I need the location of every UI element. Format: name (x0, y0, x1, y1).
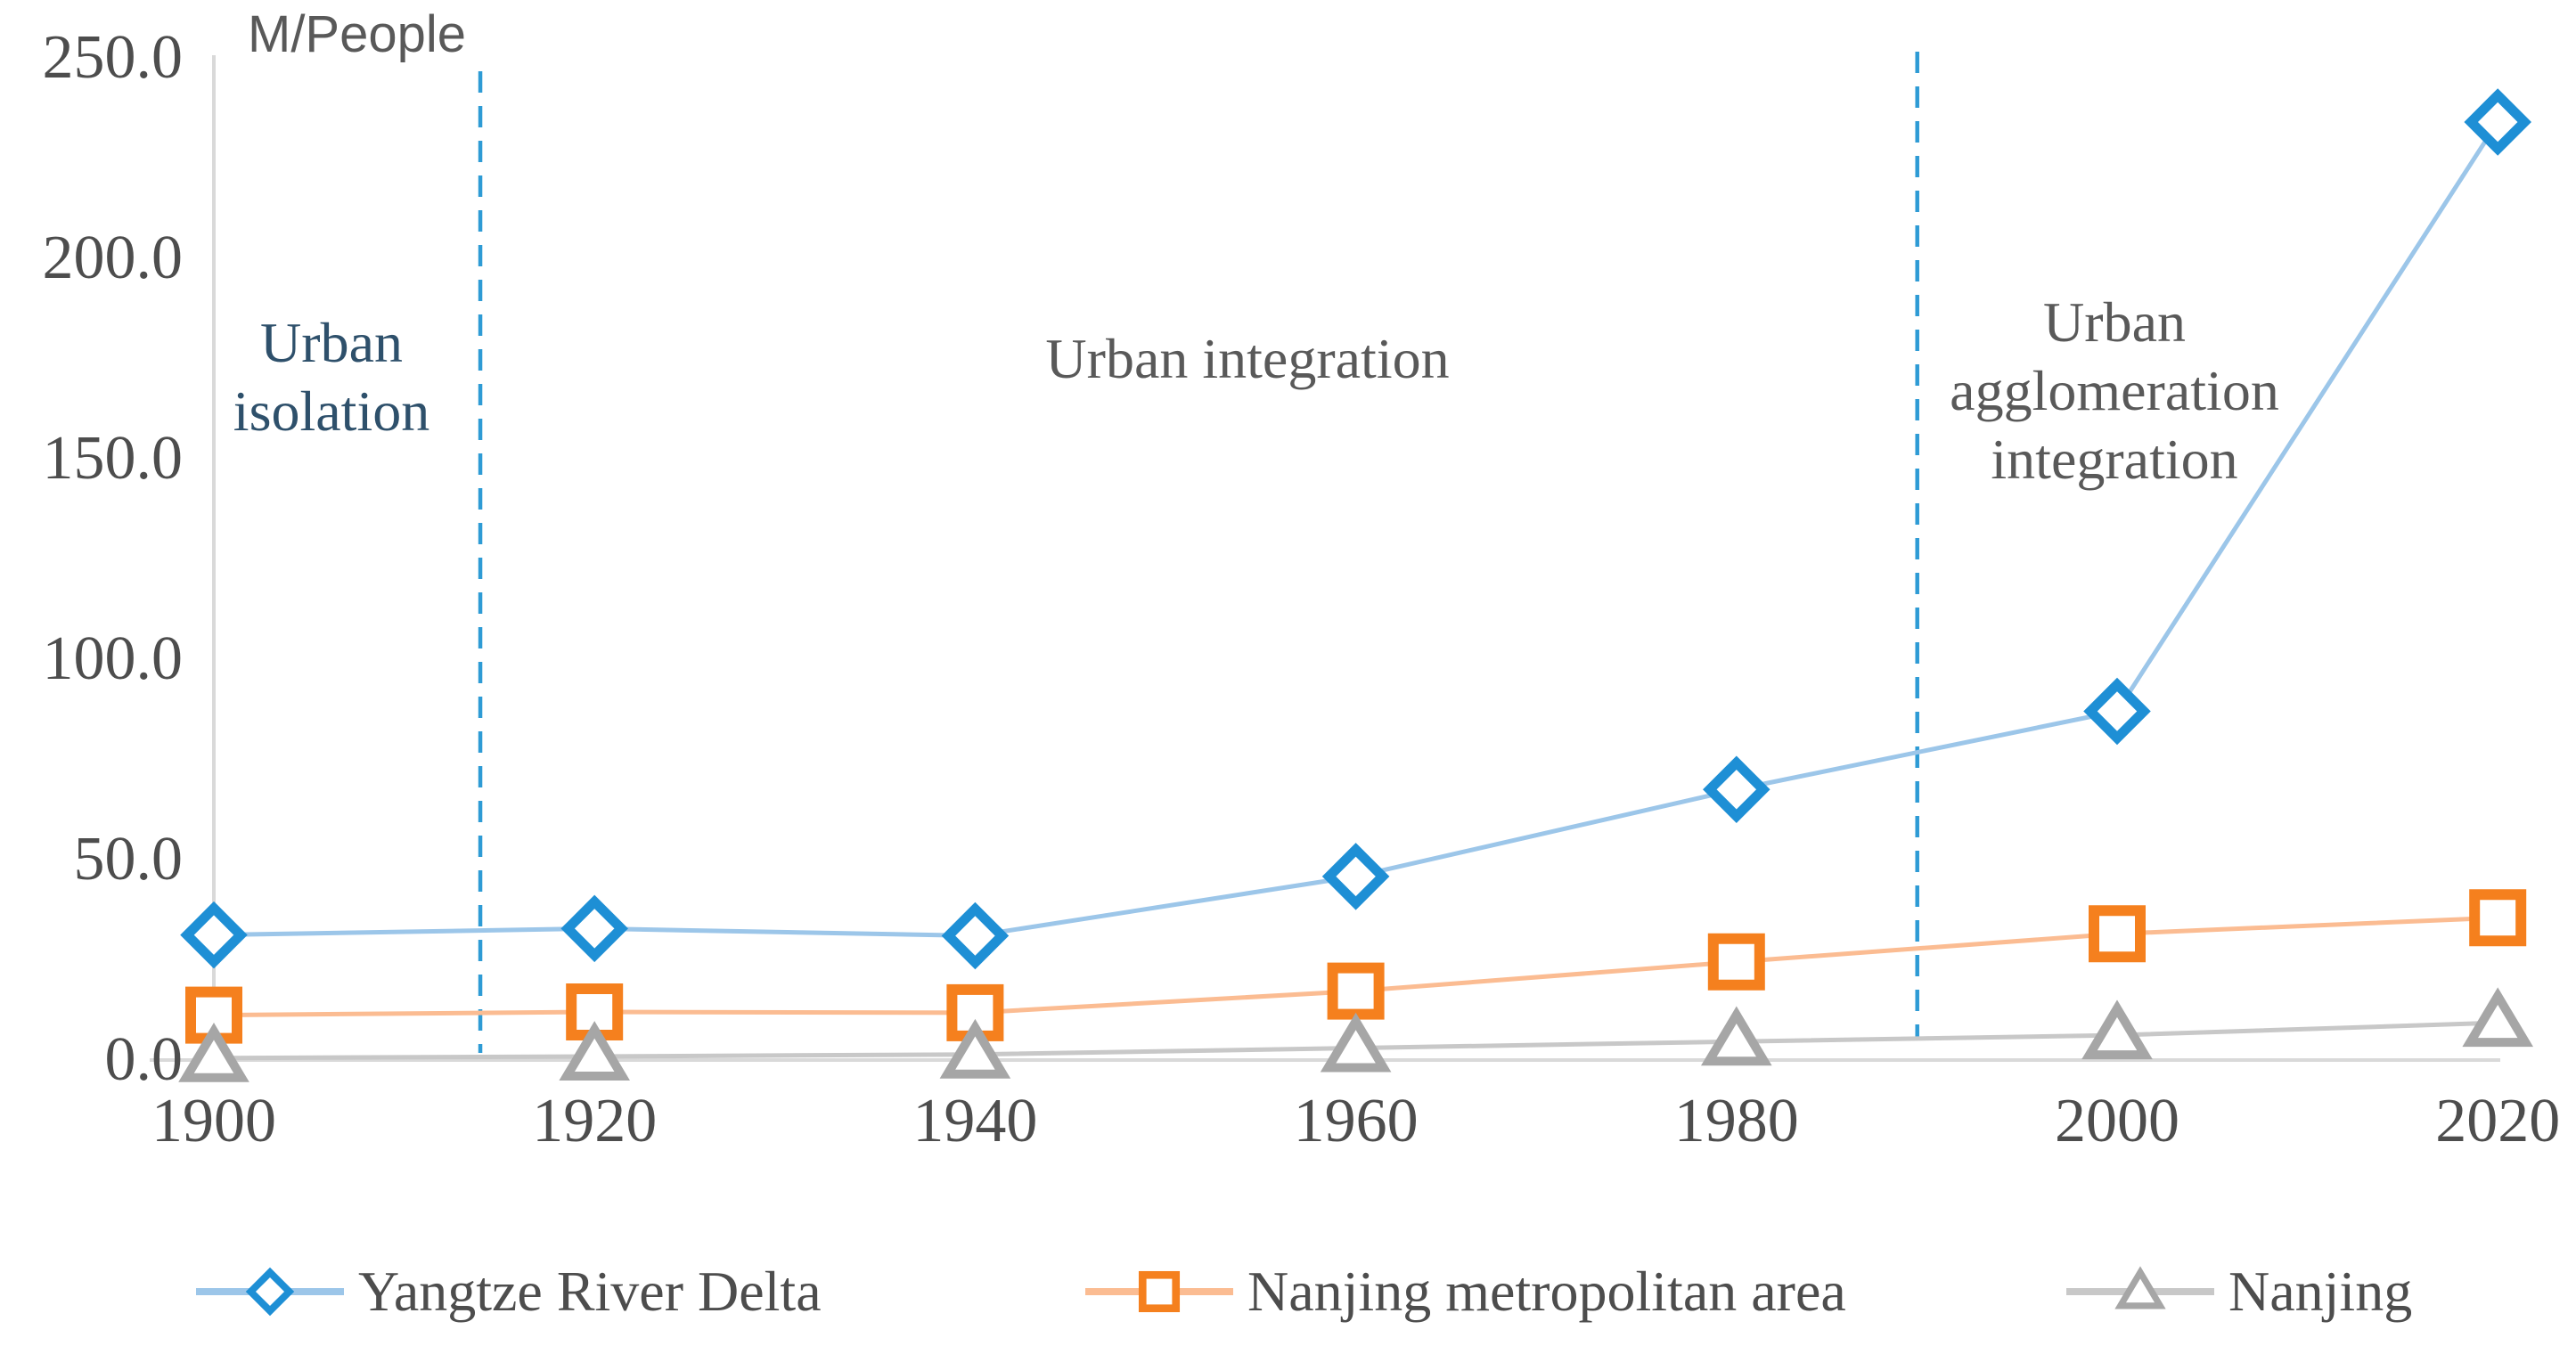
y-axis-tick-label: 200.0 (42, 224, 184, 292)
marker-diamond (245, 1267, 295, 1317)
marker-triangle (1320, 1012, 1392, 1073)
phase-text-line: Urban (260, 311, 403, 374)
legend-label: Nanjing (2228, 1260, 2413, 1323)
legend-item-nanjing-metropolitan-area: Nanjing metropolitan area (1084, 1254, 1846, 1329)
y-axis-tick-label: 250.0 (42, 23, 184, 92)
marker-triangle (559, 1021, 631, 1081)
phase-text-line: agglomeration (1950, 359, 2279, 422)
marker-square (2469, 889, 2527, 947)
marker-square (2089, 905, 2146, 963)
y-axis-tick-label: 100.0 (42, 624, 184, 693)
marker-diamond (560, 894, 628, 963)
axis-unit-label: M/People (248, 5, 467, 63)
marker-square (1707, 933, 1765, 991)
marker-triangle (178, 1022, 249, 1082)
legend-label: Nanjing metropolitan area (1247, 1260, 1846, 1323)
phase-label-urban-integration: Urban integration (891, 324, 1604, 393)
legend-item-nanjing: Nanjing (2065, 1254, 2412, 1329)
x-axis-tick-label: 1900 (151, 1087, 276, 1155)
marker-square (1327, 962, 1385, 1020)
legend-label: Yangtze River Delta (358, 1260, 822, 1323)
y-axis-tick-label: 0.0 (104, 1025, 184, 1094)
series-line-diamond (213, 120, 2500, 939)
phase-text-line: integration (1991, 428, 2238, 491)
marker-diamond (1321, 843, 1390, 910)
marker-triangle (2081, 999, 2153, 1060)
x-axis-tick-label: 1920 (532, 1087, 658, 1155)
legend-marker-triangle-icon (2065, 1256, 2216, 1327)
marker-diamond (180, 901, 248, 969)
x-axis-tick-label: 1960 (1293, 1087, 1419, 1155)
phase-text-line: Urban integration (1045, 327, 1450, 390)
marker-diamond (2464, 88, 2531, 156)
legend-marker-square-icon (1084, 1256, 1235, 1327)
x-axis-tick-label: 2020 (2435, 1087, 2561, 1155)
phase-text-line: Urban (2043, 290, 2186, 354)
y-axis-tick-label: 150.0 (42, 424, 184, 493)
x-axis-tick-label: 1940 (912, 1087, 1038, 1155)
phase-text-line: isolation (233, 379, 430, 443)
marker-triangle (1700, 1006, 1772, 1066)
legend-marker-graphic (2066, 1266, 2214, 1309)
marker-diamond (2083, 677, 2151, 746)
phase-label-urban-agglomeration-integration: Urban agglomeration integration (1847, 288, 2382, 493)
marker-triangle (2462, 987, 2534, 1048)
legend-marker-graphic (196, 1267, 344, 1317)
legend-marker-graphic (1085, 1270, 1233, 1313)
x-axis-tick-label: 1980 (1673, 1087, 1799, 1155)
marker-triangle (2114, 1266, 2166, 1309)
legend-marker-diamond-icon (194, 1256, 346, 1327)
marker-square (1138, 1270, 1181, 1313)
marker-diamond (1703, 755, 1770, 824)
x-axis-tick-label: 2000 (2055, 1087, 2179, 1155)
y-axis-tick-label: 50.0 (73, 825, 184, 893)
marker-diamond (941, 901, 1010, 970)
phase-label-urban-isolation: Urban isolation (153, 308, 510, 445)
marker-triangle (939, 1018, 1011, 1079)
legend-item-yangtze-river-delta: Yangtze River Delta (194, 1254, 822, 1329)
